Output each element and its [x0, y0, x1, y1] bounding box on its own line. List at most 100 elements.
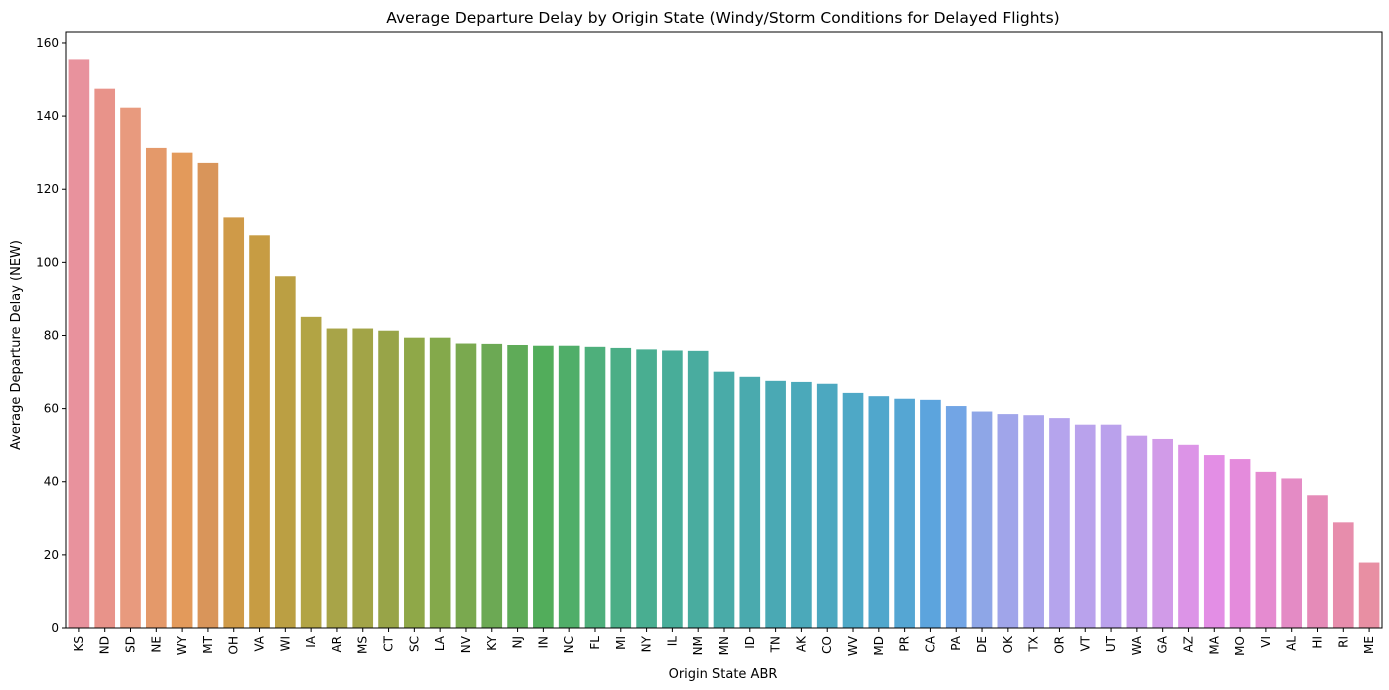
bar-fl	[584, 346, 606, 628]
x-tick-label: AK	[794, 635, 808, 652]
x-tick-label: NM	[691, 636, 705, 655]
y-tick-label: 60	[44, 402, 59, 416]
x-tick-label: GA	[1156, 635, 1170, 653]
x-tick-label: CT	[382, 635, 396, 651]
x-tick-label: TX	[1027, 636, 1041, 653]
bar-or	[1049, 418, 1070, 628]
bar-ny	[636, 349, 657, 628]
bar-mo	[1229, 459, 1251, 628]
bar-ut	[1100, 424, 1122, 628]
x-tick-label: MT	[201, 635, 215, 653]
bar-mn	[713, 371, 735, 628]
bar-ok	[997, 414, 1019, 628]
x-tick-label: NE	[149, 636, 163, 653]
bar-sd	[120, 107, 141, 628]
x-tick-label: DE	[975, 636, 989, 653]
bar-tx	[1023, 415, 1044, 628]
x-tick-label: CA	[923, 635, 937, 652]
bar-wy	[171, 152, 193, 628]
x-tick-label: VA	[253, 635, 267, 651]
x-tick-label: ND	[98, 636, 112, 654]
x-tick-label: WA	[1130, 635, 1144, 655]
bar-wi	[275, 276, 296, 628]
x-tick-label: NC	[562, 636, 576, 653]
x-tick-label: IL	[665, 636, 679, 647]
bar-pr	[894, 398, 915, 628]
bars-layer	[68, 59, 1380, 629]
bar-ct	[378, 330, 399, 628]
bar-oh	[223, 217, 245, 628]
bar-la	[429, 337, 451, 628]
y-tick-label: 120	[36, 182, 59, 196]
bar-ms	[352, 328, 374, 628]
bar-ne	[145, 147, 167, 628]
bar-va	[249, 235, 270, 629]
bar-pa	[945, 406, 967, 628]
chart-title: Average Departure Delay by Origin State …	[386, 9, 1059, 27]
ticks-layer: KS ND SD NE WY MT OH VA WI IA AR MS CT SC LA NV KY NJ IN NC…	[36, 36, 1376, 656]
bar-hi	[1307, 495, 1328, 628]
bar-me	[1358, 562, 1380, 628]
x-tick-label: RI	[1336, 636, 1350, 648]
x-tick-label: AL	[1285, 636, 1299, 651]
y-tick-label: 100	[36, 255, 59, 269]
bar-mt	[197, 162, 219, 628]
y-tick-label: 140	[36, 109, 59, 123]
x-tick-label: PR	[898, 636, 912, 652]
x-tick-label: SD	[124, 636, 138, 653]
bar-ar	[326, 328, 348, 628]
x-tick-label: WV	[846, 635, 860, 656]
x-tick-label: ME	[1362, 636, 1376, 654]
bar-id	[739, 376, 761, 628]
bar-ma	[1203, 455, 1225, 628]
bar-nv	[455, 343, 477, 628]
x-tick-label: ID	[743, 636, 757, 649]
x-tick-label: PA	[949, 635, 963, 650]
x-axis-label: Origin State ABR	[669, 667, 778, 682]
x-tick-label: AR	[330, 636, 344, 653]
bar-nd	[94, 88, 116, 629]
x-tick-label: MA	[1207, 635, 1221, 654]
x-tick-label: MI	[614, 636, 628, 650]
x-tick-label: UT	[1104, 635, 1118, 652]
bar-ri	[1332, 522, 1354, 628]
x-tick-label: VT	[1078, 635, 1092, 651]
bar-nc	[558, 345, 580, 628]
x-tick-label: MO	[1233, 636, 1247, 656]
x-tick-label: FL	[588, 636, 602, 650]
x-tick-label: TN	[769, 636, 783, 653]
x-tick-label: MS	[356, 636, 370, 654]
bar-ak	[791, 381, 812, 628]
bar-co	[816, 383, 838, 628]
bar-wv	[842, 392, 864, 628]
x-tick-label: KY	[485, 635, 499, 650]
x-tick-label: WI	[278, 636, 292, 651]
bar-vt	[1074, 424, 1096, 628]
x-tick-label: VI	[1259, 636, 1273, 648]
x-tick-label: OK	[1001, 635, 1015, 653]
y-tick-label: 40	[44, 475, 59, 489]
x-tick-label: HI	[1310, 636, 1324, 649]
bar-il	[662, 350, 683, 628]
bar-tn	[765, 380, 786, 628]
x-tick-label: KS	[72, 636, 86, 652]
x-tick-label: NV	[459, 635, 473, 653]
bar-ga	[1152, 438, 1173, 628]
bar-ca	[920, 399, 941, 628]
y-tick-label: 20	[44, 548, 59, 562]
x-tick-label: IA	[304, 635, 318, 648]
x-tick-label: MN	[717, 636, 731, 655]
bar-az	[1178, 444, 1199, 628]
bar-vi	[1255, 471, 1277, 628]
bar-al	[1281, 478, 1302, 628]
x-tick-label: LA	[433, 635, 447, 651]
y-axis-label: Average Departure Delay (NEW)	[9, 240, 24, 450]
bar-md	[868, 396, 890, 628]
x-tick-label: AZ	[1181, 636, 1195, 652]
bar-nj	[507, 344, 528, 628]
bar-ia	[300, 316, 322, 628]
y-tick-label: 0	[51, 621, 59, 635]
x-tick-label: OH	[227, 636, 241, 654]
x-tick-label: WY	[175, 635, 189, 655]
